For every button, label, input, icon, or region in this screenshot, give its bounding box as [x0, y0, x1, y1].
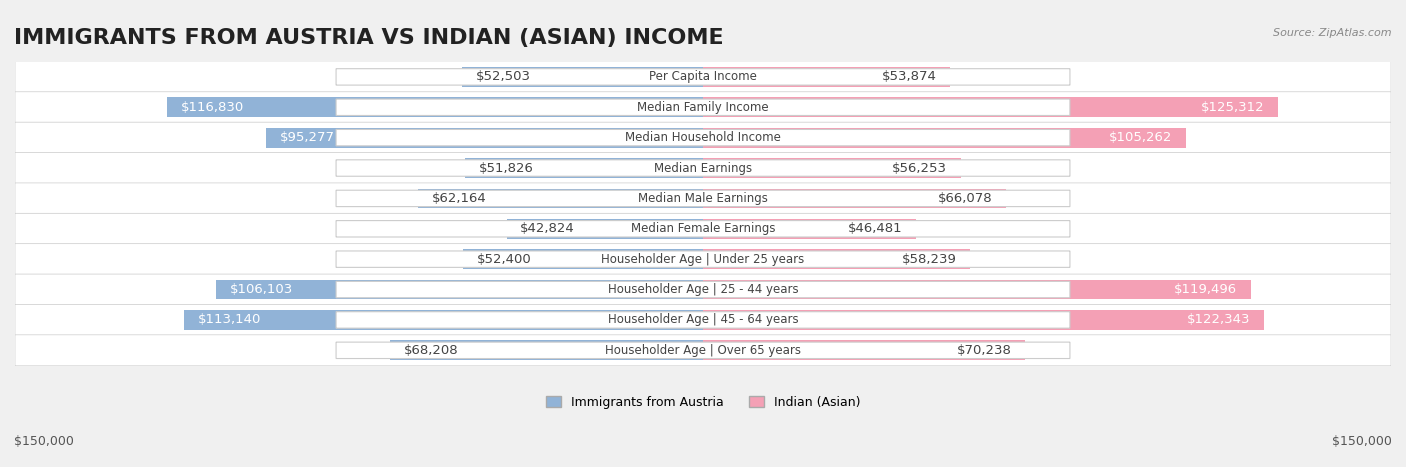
Text: $122,343: $122,343: [1187, 313, 1250, 326]
Bar: [703, 310, 1264, 330]
FancyBboxPatch shape: [336, 220, 1070, 237]
Bar: [217, 280, 703, 299]
FancyBboxPatch shape: [336, 69, 1070, 85]
Text: $51,826: $51,826: [479, 162, 534, 175]
Text: Median Household Income: Median Household Income: [626, 131, 780, 144]
Text: $52,503: $52,503: [477, 71, 531, 84]
Bar: [463, 67, 703, 87]
Text: $70,238: $70,238: [956, 344, 1011, 357]
FancyBboxPatch shape: [15, 304, 1391, 335]
Bar: [418, 189, 703, 208]
Bar: [703, 249, 970, 269]
Text: Median Male Earnings: Median Male Earnings: [638, 192, 768, 205]
Text: $66,078: $66,078: [938, 192, 993, 205]
Bar: [703, 98, 1278, 117]
Legend: Immigrants from Austria, Indian (Asian): Immigrants from Austria, Indian (Asian): [541, 391, 865, 414]
Bar: [703, 67, 950, 87]
FancyBboxPatch shape: [336, 251, 1070, 268]
Text: $95,277: $95,277: [280, 131, 335, 144]
Text: $46,481: $46,481: [848, 222, 903, 235]
Text: $62,164: $62,164: [432, 192, 486, 205]
Text: Median Earnings: Median Earnings: [654, 162, 752, 175]
Text: $119,496: $119,496: [1174, 283, 1237, 296]
FancyBboxPatch shape: [15, 61, 1391, 92]
FancyBboxPatch shape: [15, 92, 1391, 123]
FancyBboxPatch shape: [15, 335, 1391, 366]
Text: $113,140: $113,140: [198, 313, 262, 326]
Text: Source: ZipAtlas.com: Source: ZipAtlas.com: [1274, 28, 1392, 38]
Text: $52,400: $52,400: [477, 253, 531, 266]
FancyBboxPatch shape: [336, 129, 1070, 146]
Text: $150,000: $150,000: [14, 435, 75, 448]
Text: $125,312: $125,312: [1201, 101, 1264, 114]
FancyBboxPatch shape: [336, 342, 1070, 359]
Text: Householder Age | 25 - 44 years: Householder Age | 25 - 44 years: [607, 283, 799, 296]
Text: $106,103: $106,103: [231, 283, 294, 296]
FancyBboxPatch shape: [336, 99, 1070, 115]
Bar: [703, 128, 1185, 148]
FancyBboxPatch shape: [336, 160, 1070, 176]
Text: $116,830: $116,830: [181, 101, 245, 114]
Text: Median Family Income: Median Family Income: [637, 101, 769, 114]
Text: $58,239: $58,239: [901, 253, 956, 266]
FancyBboxPatch shape: [336, 312, 1070, 328]
FancyBboxPatch shape: [336, 281, 1070, 298]
Text: $105,262: $105,262: [1109, 131, 1173, 144]
Text: Householder Age | Under 25 years: Householder Age | Under 25 years: [602, 253, 804, 266]
Text: Householder Age | 45 - 64 years: Householder Age | 45 - 64 years: [607, 313, 799, 326]
Bar: [703, 189, 1007, 208]
Bar: [703, 280, 1251, 299]
Text: Median Female Earnings: Median Female Earnings: [631, 222, 775, 235]
Bar: [389, 340, 703, 360]
Text: $42,824: $42,824: [520, 222, 575, 235]
Bar: [266, 128, 703, 148]
Bar: [167, 98, 703, 117]
Bar: [184, 310, 703, 330]
Bar: [463, 249, 703, 269]
FancyBboxPatch shape: [15, 274, 1391, 305]
Text: $68,208: $68,208: [404, 344, 458, 357]
Bar: [506, 219, 703, 239]
Text: IMMIGRANTS FROM AUSTRIA VS INDIAN (ASIAN) INCOME: IMMIGRANTS FROM AUSTRIA VS INDIAN (ASIAN…: [14, 28, 724, 48]
FancyBboxPatch shape: [15, 122, 1391, 153]
Text: Householder Age | Over 65 years: Householder Age | Over 65 years: [605, 344, 801, 357]
Text: Per Capita Income: Per Capita Income: [650, 71, 756, 84]
Bar: [465, 158, 703, 178]
Bar: [703, 219, 917, 239]
FancyBboxPatch shape: [15, 244, 1391, 275]
Text: $53,874: $53,874: [882, 71, 936, 84]
Text: $150,000: $150,000: [1331, 435, 1392, 448]
Text: $56,253: $56,253: [893, 162, 948, 175]
FancyBboxPatch shape: [15, 153, 1391, 184]
FancyBboxPatch shape: [15, 183, 1391, 214]
FancyBboxPatch shape: [336, 190, 1070, 206]
Bar: [703, 340, 1025, 360]
Bar: [703, 158, 962, 178]
FancyBboxPatch shape: [15, 213, 1391, 244]
